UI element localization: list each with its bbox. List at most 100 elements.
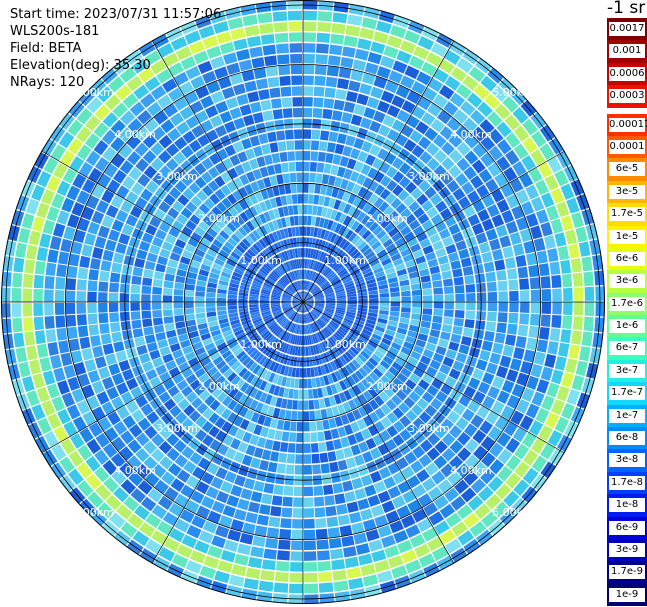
azimuth-spoke bbox=[302, 301, 565, 454]
ppi-range-bin bbox=[487, 111, 503, 128]
ppi-range-bin bbox=[381, 337, 392, 346]
ppi-range-bin bbox=[408, 271, 419, 279]
ppi-range-bin bbox=[477, 208, 490, 222]
ppi-range-bin bbox=[321, 265, 329, 275]
ppi-range-bin bbox=[126, 134, 142, 150]
ppi-range-bin bbox=[487, 426, 503, 441]
ppi-range-bin bbox=[67, 376, 81, 391]
ppi-range-bin bbox=[169, 252, 181, 262]
ppi-range-bin bbox=[250, 546, 264, 558]
ppi-range-bin bbox=[488, 145, 504, 161]
colorbar-swatch: 3e-5 bbox=[607, 180, 647, 204]
ppi-range-bin bbox=[228, 131, 240, 143]
ppi-range-bin bbox=[103, 476, 119, 493]
ppi-range-bin bbox=[275, 397, 283, 408]
ppi-range-bin bbox=[508, 279, 519, 291]
ppi-range-bin bbox=[295, 226, 300, 237]
ppi-range-bin bbox=[201, 185, 214, 197]
ppi-range-bin bbox=[325, 152, 334, 164]
ppi-range-bin bbox=[272, 11, 288, 22]
ppi-range-bin bbox=[208, 320, 219, 328]
ppi-range-bin bbox=[228, 340, 239, 349]
ppi-range-bin bbox=[242, 356, 252, 367]
colorbar-swatch: 1e-6 bbox=[607, 315, 647, 338]
ppi-range-bin bbox=[308, 270, 313, 281]
ppi-range-bin bbox=[462, 364, 475, 376]
colorbar-tick-label: 6e-9 bbox=[609, 520, 645, 535]
ppi-range-bin bbox=[325, 304, 336, 307]
ppi-range-bin bbox=[101, 129, 117, 145]
ppi-range-bin bbox=[319, 376, 326, 387]
azimuth-spoke bbox=[41, 301, 304, 454]
ppi-range-bin bbox=[339, 525, 353, 537]
ppi-range-bin bbox=[317, 387, 324, 398]
ppi-range-bin bbox=[205, 297, 216, 302]
ppi-range-bin bbox=[230, 251, 241, 261]
ppi-range-bin bbox=[450, 66, 467, 83]
ppi-range-bin bbox=[404, 451, 418, 465]
ppi-range-bin bbox=[390, 306, 400, 312]
ppi-range-bin bbox=[306, 259, 310, 269]
ppi-range-bin bbox=[307, 324, 312, 334]
ppi-range-bin bbox=[354, 340, 365, 350]
ppi-range-bin bbox=[244, 80, 257, 93]
ppi-range-bin bbox=[246, 373, 256, 384]
ppi-range-bin bbox=[159, 426, 173, 440]
ppi-range-bin bbox=[152, 286, 163, 295]
ppi-range-bin bbox=[276, 550, 290, 561]
ppi-range-bin bbox=[331, 559, 346, 571]
ppi-range-bin bbox=[448, 223, 461, 235]
ppi-range-bin bbox=[485, 321, 497, 332]
ppi-range-bin bbox=[316, 206, 323, 217]
ppi-range-bin bbox=[66, 278, 77, 291]
ppi-range-bin bbox=[313, 485, 324, 496]
ppi-range-bin bbox=[421, 391, 434, 404]
ppi-range-bin bbox=[303, 161, 310, 172]
ppi-range-bin bbox=[180, 484, 195, 499]
ppi-range-bin bbox=[514, 461, 530, 478]
ppi-range-bin bbox=[262, 357, 270, 368]
ppi-range-bin bbox=[365, 154, 376, 166]
ppi-range-bin bbox=[184, 91, 199, 105]
ppi-range-bin bbox=[102, 112, 119, 128]
ppi-range-bin bbox=[159, 455, 174, 470]
ppi-range-bin bbox=[355, 282, 366, 288]
ppi-range-bin bbox=[329, 461, 339, 473]
ppi-range-bin bbox=[259, 302, 270, 305]
ppi-range-bin bbox=[98, 292, 108, 302]
ppi-range-bin bbox=[156, 69, 172, 84]
ppi-range-bin bbox=[228, 387, 239, 398]
ppi-range-bin bbox=[523, 349, 536, 363]
ppi-range-bin bbox=[496, 156, 511, 172]
ppi-range-bin bbox=[441, 157, 455, 171]
ppi-range-bin bbox=[71, 388, 85, 403]
ppi-range-bin bbox=[303, 291, 306, 301]
ppi-range-bin bbox=[227, 294, 238, 299]
ppi-range-bin bbox=[261, 288, 271, 294]
ppi-range-bin bbox=[265, 346, 273, 357]
ppi-range-bin bbox=[121, 223, 134, 236]
ppi-range-bin bbox=[279, 330, 287, 340]
ppi-range-bin bbox=[189, 410, 201, 423]
ppi-range-bin bbox=[130, 311, 141, 321]
ppi-range-bin bbox=[347, 293, 357, 298]
ppi-range-bin bbox=[127, 513, 144, 529]
ppi-range-bin bbox=[224, 333, 235, 342]
ppi-range-bin bbox=[259, 392, 268, 403]
ppi-range-bin bbox=[412, 417, 426, 430]
ppi-range-bin bbox=[300, 346, 303, 356]
ppi-range-bin bbox=[431, 470, 446, 485]
ppi-range-bin bbox=[304, 298, 314, 302]
ppi-range-bin bbox=[489, 442, 504, 458]
ppi-range-bin bbox=[276, 218, 283, 229]
ppi-range-bin bbox=[285, 288, 294, 295]
ppi-range-bin bbox=[157, 94, 173, 109]
ppi-range-bin bbox=[496, 432, 512, 448]
ppi-range-bin bbox=[281, 507, 293, 518]
ppi-range-bin bbox=[298, 303, 303, 313]
ppi-range-bin bbox=[403, 396, 416, 409]
ppi-range-bin bbox=[230, 27, 246, 41]
ppi-range-bin bbox=[583, 316, 594, 332]
ppi-range-bin bbox=[110, 136, 125, 152]
ppi-range-bin bbox=[448, 133, 463, 148]
